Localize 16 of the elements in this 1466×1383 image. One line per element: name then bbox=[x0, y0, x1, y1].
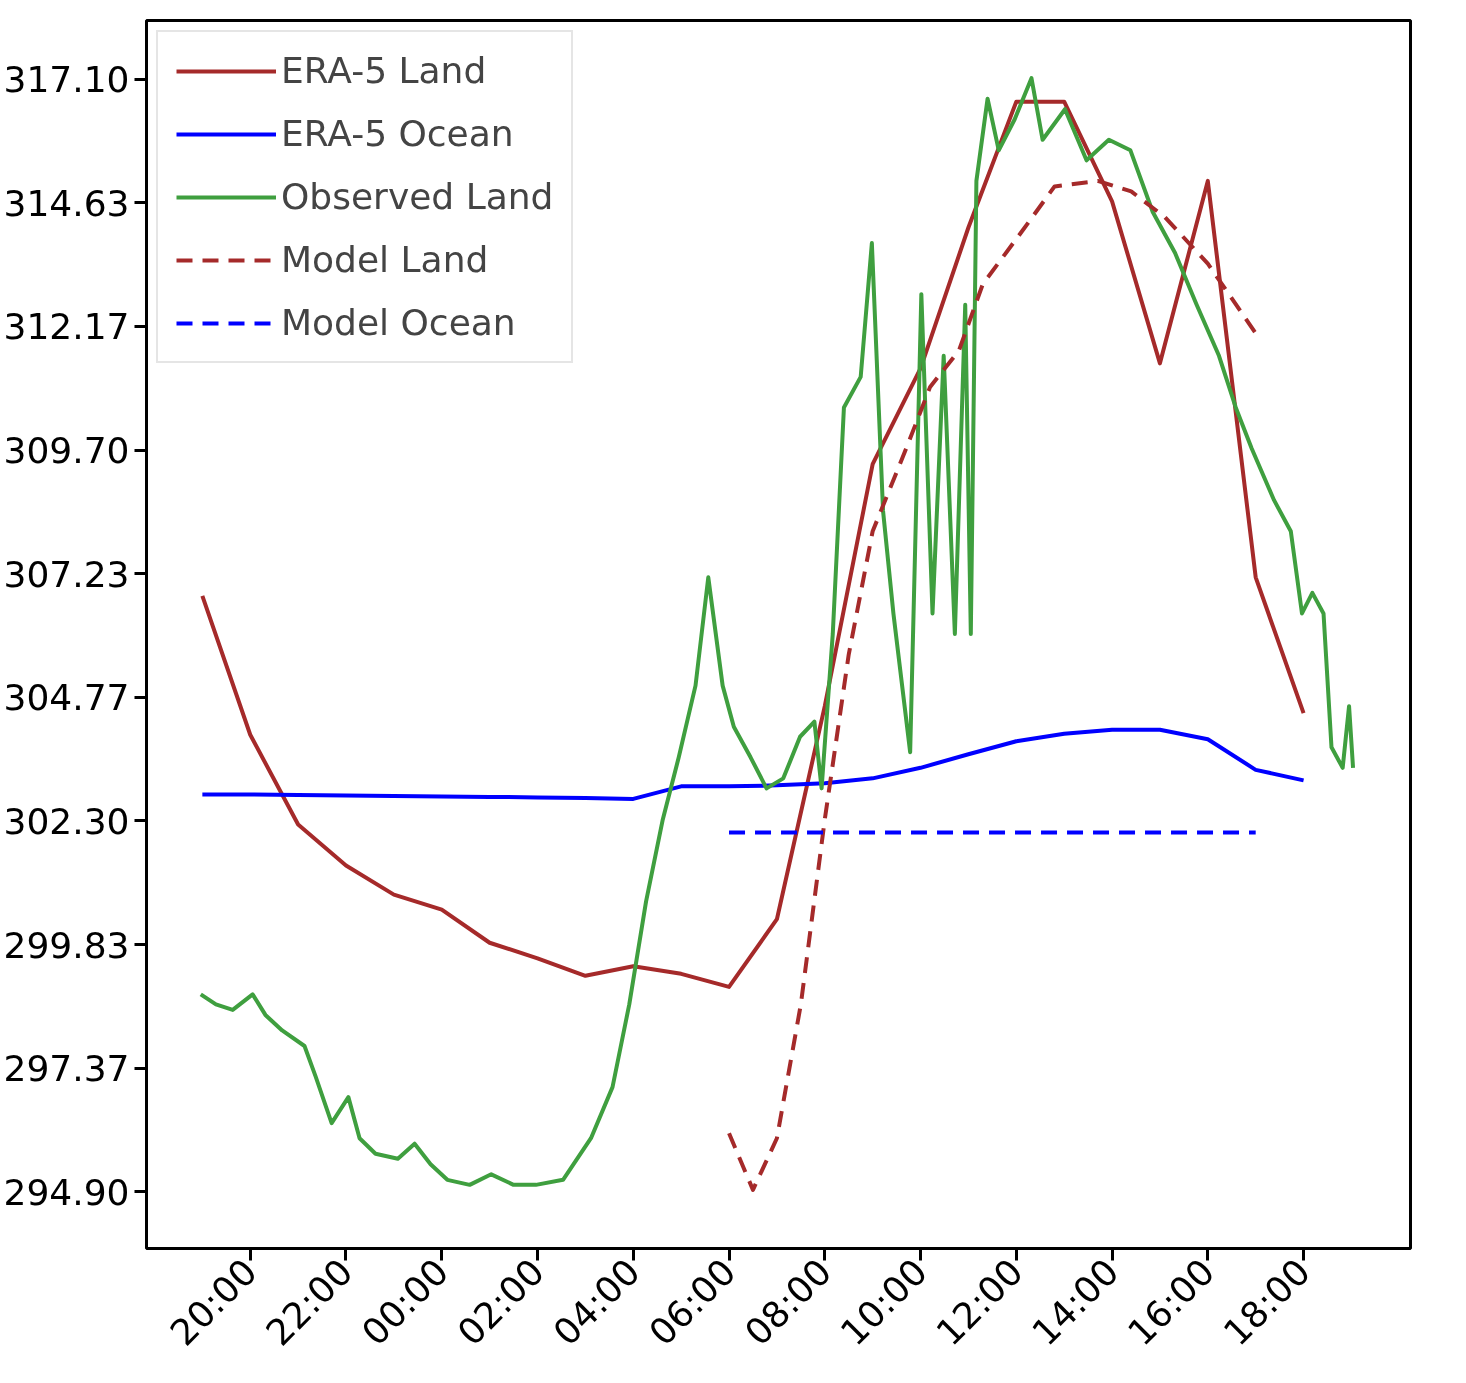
y-tick-label: 302.30 bbox=[3, 800, 130, 842]
line-series bbox=[200, 727, 1306, 801]
y-tick-label: 317.10 bbox=[3, 59, 130, 101]
y-tick-label: 314.63 bbox=[3, 182, 130, 224]
legend-label: Model Land bbox=[281, 239, 489, 280]
y-tick-label: 312.17 bbox=[3, 306, 130, 348]
y-tick-label: 297.37 bbox=[3, 1048, 130, 1090]
legend-label: Model Ocean bbox=[281, 302, 516, 343]
legend-label: ERA-5 Ocean bbox=[281, 113, 514, 154]
legend-label: ERA-5 Land bbox=[281, 50, 487, 91]
y-tick-label: 294.90 bbox=[3, 1171, 130, 1213]
y-tick-label: 309.70 bbox=[3, 430, 130, 472]
y-tick-label: 304.77 bbox=[3, 677, 130, 719]
y-tick-label: 299.83 bbox=[3, 924, 130, 966]
legend-label: Observed Land bbox=[281, 176, 554, 217]
y-tick-label: 307.23 bbox=[3, 553, 130, 595]
